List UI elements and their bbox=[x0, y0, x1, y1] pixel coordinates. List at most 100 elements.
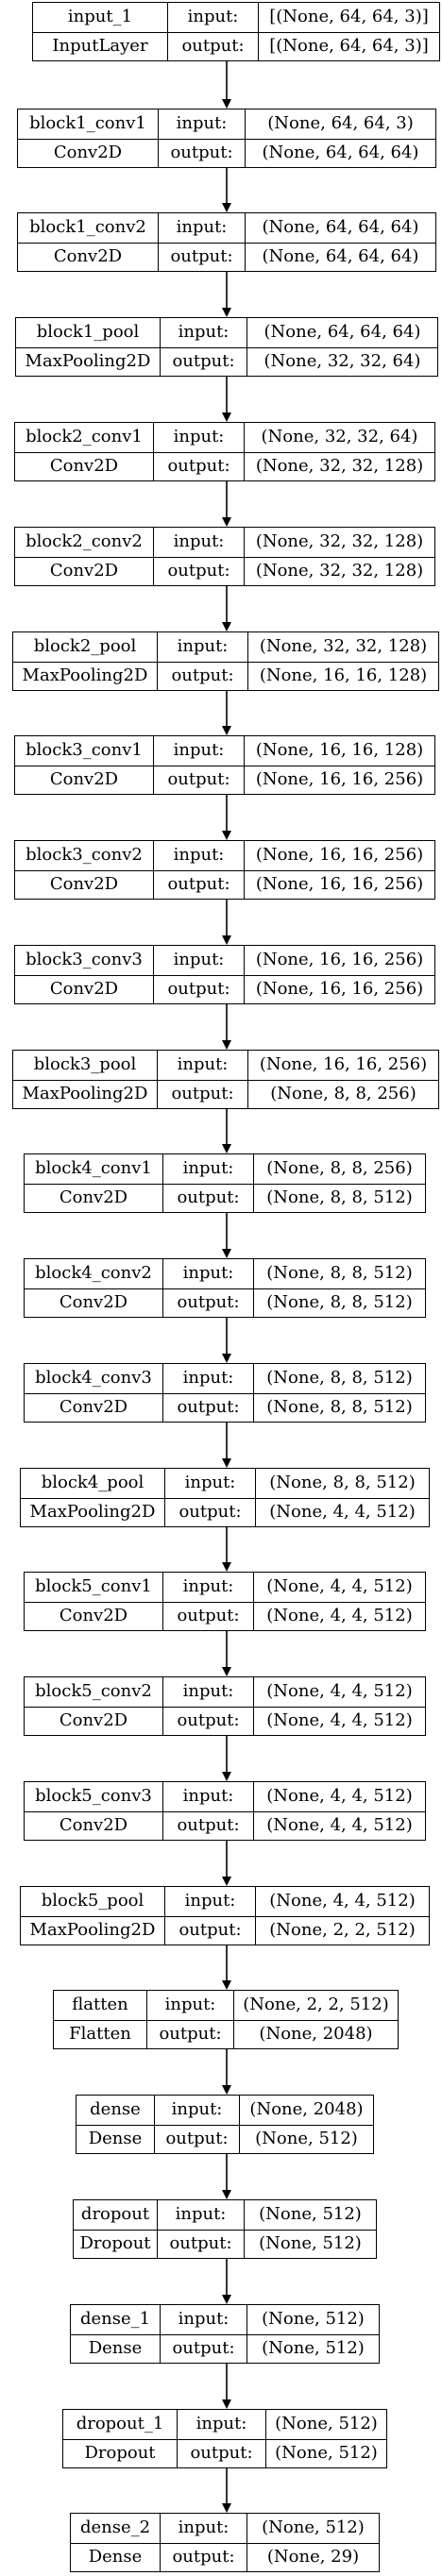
input-label: input: bbox=[153, 423, 244, 452]
layer-type: MaxPooling2D bbox=[29, 1920, 156, 1941]
layer-input-row: input_1 input: [(None, 64, 64, 3)] bbox=[33, 3, 439, 32]
layer-name: block5_conv3 bbox=[35, 1786, 152, 1807]
input-label: input: bbox=[162, 1677, 253, 1707]
layer-node: dropout_1 input: (None, 512) Dropout output:… bbox=[62, 2409, 387, 2468]
input-shape: (None, 512) bbox=[246, 2514, 379, 2543]
output-label: output: bbox=[162, 1184, 253, 1212]
layer-type: Dense bbox=[88, 2129, 143, 2149]
layer-input-row: block5_pool input: (None, 4, 4, 512) bbox=[21, 1887, 429, 1916]
layer-output-row: MaxPooling2D output: (None, 8, 8, 256) bbox=[13, 1079, 438, 1108]
input-shape: (None, 32, 32, 64) bbox=[244, 423, 434, 452]
layer-type: Conv2D bbox=[49, 456, 119, 477]
layer-output-row: MaxPooling2D output: (None, 2, 2, 512) bbox=[21, 1915, 429, 1945]
layer-name: block3_conv2 bbox=[26, 845, 143, 866]
arrow-head bbox=[222, 1144, 231, 1153]
layer-output-row: Flatten output: (None, 2048) bbox=[54, 2019, 398, 2048]
layer-type: Conv2D bbox=[53, 246, 123, 267]
input-label: input: bbox=[160, 2514, 246, 2543]
layer-name: block2_conv2 bbox=[26, 531, 143, 552]
layer-type: InputLayer bbox=[52, 36, 148, 57]
layer-node: block3_conv2 input: (None, 16, 16, 256) Con… bbox=[14, 840, 435, 900]
layer-input-row: block5_conv2 input: (None, 4, 4, 512) bbox=[25, 1677, 425, 1707]
input-label: input: bbox=[162, 1154, 253, 1184]
layer-name: block4_conv3 bbox=[35, 1368, 152, 1389]
arrow-head bbox=[222, 99, 231, 109]
arrow-head bbox=[222, 203, 231, 212]
output-shape: (None, 4, 4, 512) bbox=[253, 1602, 425, 1630]
output-label: output: bbox=[162, 1288, 253, 1317]
layer-name: block3_conv1 bbox=[26, 740, 143, 761]
layer-type: Conv2D bbox=[59, 1606, 128, 1626]
layer-node: dropout input: (None, 512) Dropout output: (N… bbox=[73, 2199, 377, 2259]
layer-input-row: block1_conv1 input: (None, 64, 64, 3) bbox=[18, 109, 435, 139]
output-label: output: bbox=[160, 2543, 246, 2571]
layer-input-row: block4_conv2 input: (None, 8, 8, 512) bbox=[25, 1259, 425, 1288]
layer-node: block2_conv2 input: (None, 32, 32, 128) Con… bbox=[14, 527, 435, 586]
arrow-head bbox=[222, 2085, 231, 2095]
layer-name: block3_pool bbox=[33, 1054, 137, 1075]
input-label: input: bbox=[162, 1782, 253, 1811]
input-shape: (None, 2048) bbox=[239, 2096, 373, 2125]
output-shape: (None, 64, 64, 64) bbox=[245, 243, 435, 271]
input-label: input: bbox=[153, 946, 244, 975]
layer-input-row: block4_pool input: (None, 8, 8, 512) bbox=[21, 1469, 429, 1498]
layer-name: block3_conv3 bbox=[26, 950, 143, 970]
input-label: input: bbox=[164, 1887, 255, 1916]
arrow-head bbox=[222, 935, 231, 945]
layer-type: Conv2D bbox=[49, 769, 119, 790]
input-label: input: bbox=[157, 632, 247, 662]
layer-node: block2_pool input: (None, 32, 32, 128) MaxP… bbox=[12, 631, 439, 691]
arrow-head bbox=[222, 2295, 231, 2304]
layer-node: block1_conv2 input: (None, 64, 64, 64) Conv… bbox=[17, 212, 436, 272]
output-label: output: bbox=[153, 557, 244, 585]
output-shape: (None, 64, 64, 64) bbox=[245, 139, 435, 167]
layer-type: Conv2D bbox=[59, 1710, 128, 1731]
layer-output-row: Dense output: (None, 29) bbox=[71, 2542, 379, 2571]
arrow-head bbox=[222, 517, 231, 527]
layer-output-row: Conv2D output: (None, 8, 8, 512) bbox=[25, 1392, 425, 1422]
input-shape: (None, 512) bbox=[244, 2200, 376, 2230]
layer-name: dense_1 bbox=[79, 2309, 151, 2330]
layer-output-row: Conv2D output: (None, 64, 64, 64) bbox=[18, 138, 435, 167]
output-shape: (None, 4, 4, 512) bbox=[255, 1498, 429, 1526]
input-label: input: bbox=[153, 841, 244, 870]
layer-name: block4_conv2 bbox=[35, 1263, 152, 1284]
layer-type: MaxPooling2D bbox=[22, 665, 148, 686]
layer-name: block1_pool bbox=[36, 322, 140, 343]
input-shape: (None, 4, 4, 512) bbox=[253, 1782, 425, 1811]
input-label: input: bbox=[160, 2305, 246, 2334]
arrow-head bbox=[222, 831, 231, 840]
arrow-head bbox=[222, 2399, 231, 2409]
layer-node: block3_pool input: (None, 16, 16, 256) MaxP… bbox=[12, 1050, 439, 1109]
arrow-head bbox=[222, 726, 231, 735]
output-label: output: bbox=[153, 766, 244, 794]
layer-output-row: MaxPooling2D output: (None, 4, 4, 512) bbox=[21, 1497, 429, 1526]
layer-input-row: dense_2 input: (None, 512) bbox=[71, 2514, 379, 2543]
layer-output-row: Conv2D output: (None, 8, 8, 512) bbox=[25, 1183, 425, 1212]
input-label: input: bbox=[158, 213, 245, 243]
input-shape: (None, 8, 8, 512) bbox=[253, 1364, 425, 1393]
layer-type: Conv2D bbox=[59, 1187, 128, 1208]
arrow-head bbox=[222, 1667, 231, 1676]
input-label: input: bbox=[154, 2096, 239, 2125]
layer-node: block5_pool input: (None, 4, 4, 512) MaxPoo… bbox=[20, 1886, 430, 1945]
input-label: input: bbox=[146, 1991, 233, 2020]
arrow-head bbox=[222, 622, 231, 631]
layer-output-row: Conv2D output: (None, 16, 16, 256) bbox=[15, 765, 434, 794]
layer-type: Dense bbox=[88, 2547, 143, 2568]
layer-name: block5_conv2 bbox=[35, 1681, 152, 1702]
layer-name: block2_conv1 bbox=[26, 427, 143, 447]
input-shape: (None, 512) bbox=[246, 2305, 379, 2334]
layer-type: Dropout bbox=[79, 2233, 151, 2254]
layer-node: block2_conv1 input: (None, 32, 32, 64) Conv… bbox=[14, 422, 435, 481]
layer-name: block1_conv1 bbox=[29, 113, 146, 134]
layer-output-row: Dense output: (None, 512) bbox=[71, 2333, 379, 2363]
input-shape: (None, 16, 16, 128) bbox=[244, 736, 434, 766]
input-label: input: bbox=[164, 1469, 255, 1498]
layer-input-row: dropout_1 input: (None, 512) bbox=[63, 2410, 386, 2439]
layer-type: Conv2D bbox=[59, 1815, 128, 1836]
output-shape: (None, 2048) bbox=[233, 2020, 398, 2048]
input-label: input: bbox=[158, 109, 245, 139]
input-shape: (None, 64, 64, 64) bbox=[245, 213, 435, 243]
